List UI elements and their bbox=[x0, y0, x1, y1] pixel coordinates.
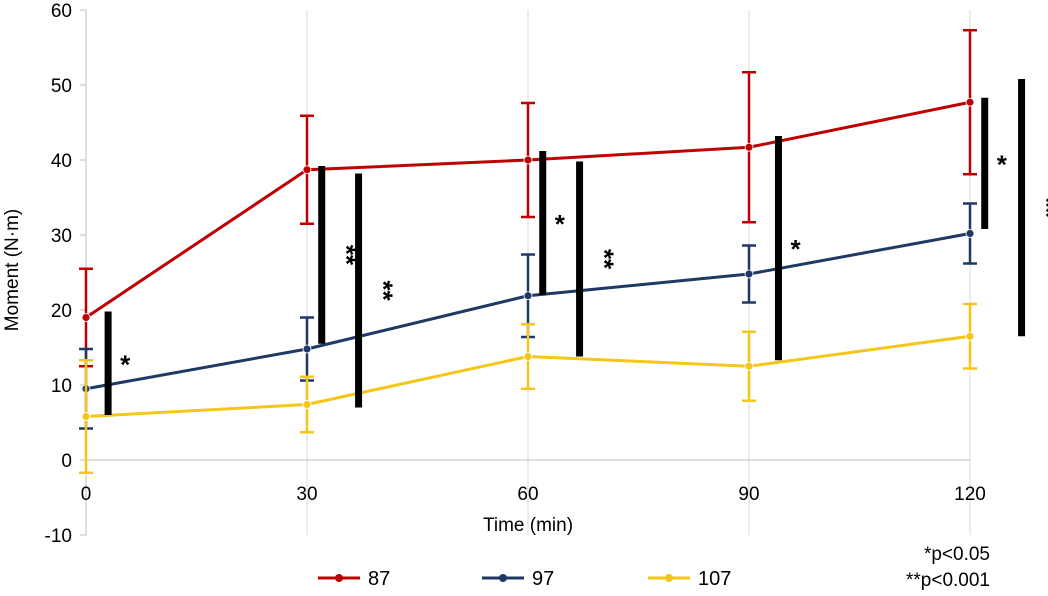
note-p0001: **p<0.001 bbox=[906, 570, 990, 591]
x-tick-label: 90 bbox=[738, 484, 759, 505]
y-tick-label: 40 bbox=[51, 151, 72, 172]
y-tick-label: 30 bbox=[51, 226, 72, 247]
data-point bbox=[81, 313, 91, 322]
significance-mark: * bbox=[555, 209, 566, 239]
legend-label-97: 97 bbox=[532, 568, 554, 590]
significance-group: ******** **** bbox=[104, 79, 1048, 415]
legend: 87 97 107 bbox=[318, 568, 731, 590]
note-p005: *p<0.05 bbox=[924, 544, 990, 565]
legend-label-87: 87 bbox=[368, 568, 390, 590]
legend-marker-87 bbox=[335, 574, 343, 582]
legend-marker-107 bbox=[665, 574, 673, 582]
data-point bbox=[523, 352, 533, 361]
y-tick-label: -10 bbox=[45, 526, 72, 547]
legend-marker-97 bbox=[499, 574, 507, 582]
x-tick-label: 60 bbox=[517, 484, 538, 505]
series-group bbox=[79, 29, 977, 474]
significance-mark: * bbox=[120, 349, 131, 379]
data-point bbox=[302, 344, 312, 354]
y-tick-labels: -10 0 10 20 30 40 50 60 bbox=[45, 1, 72, 547]
data-point bbox=[523, 155, 533, 165]
data-point bbox=[744, 142, 754, 152]
data-point bbox=[81, 412, 91, 421]
x-axis-title: Time (min) bbox=[483, 515, 573, 536]
significance-mark: ** bbox=[590, 249, 620, 270]
data-point bbox=[965, 97, 975, 107]
x-tick-label: 30 bbox=[296, 484, 317, 505]
significance-mark: ** bbox=[332, 245, 362, 266]
significance-mark: ** bbox=[1032, 198, 1048, 219]
data-point bbox=[523, 291, 533, 301]
y-axis-title: Moment (N·m) bbox=[2, 209, 23, 331]
legend-label-107: 107 bbox=[698, 568, 731, 590]
series-87 bbox=[79, 29, 977, 368]
x-tick-label: 0 bbox=[81, 484, 92, 505]
significance-mark: * bbox=[997, 149, 1008, 179]
significance-mark: ** bbox=[369, 280, 399, 301]
data-point bbox=[302, 400, 312, 409]
y-tick-label: 60 bbox=[51, 1, 72, 22]
x-tick-label: 120 bbox=[954, 484, 986, 505]
data-point bbox=[302, 165, 312, 175]
data-point bbox=[965, 229, 975, 238]
data-point bbox=[744, 361, 754, 371]
axes bbox=[80, 9, 970, 536]
y-tick-label: 20 bbox=[51, 301, 72, 322]
x-tick-labels: 0 30 60 90 120 bbox=[81, 484, 986, 505]
data-point bbox=[744, 269, 754, 279]
data-point bbox=[965, 331, 975, 341]
y-tick-label: 50 bbox=[51, 76, 72, 97]
y-tick-label: 10 bbox=[51, 376, 72, 397]
y-tick-label: 0 bbox=[61, 451, 72, 472]
series-107 bbox=[79, 302, 977, 474]
significance-mark: * bbox=[790, 234, 801, 264]
